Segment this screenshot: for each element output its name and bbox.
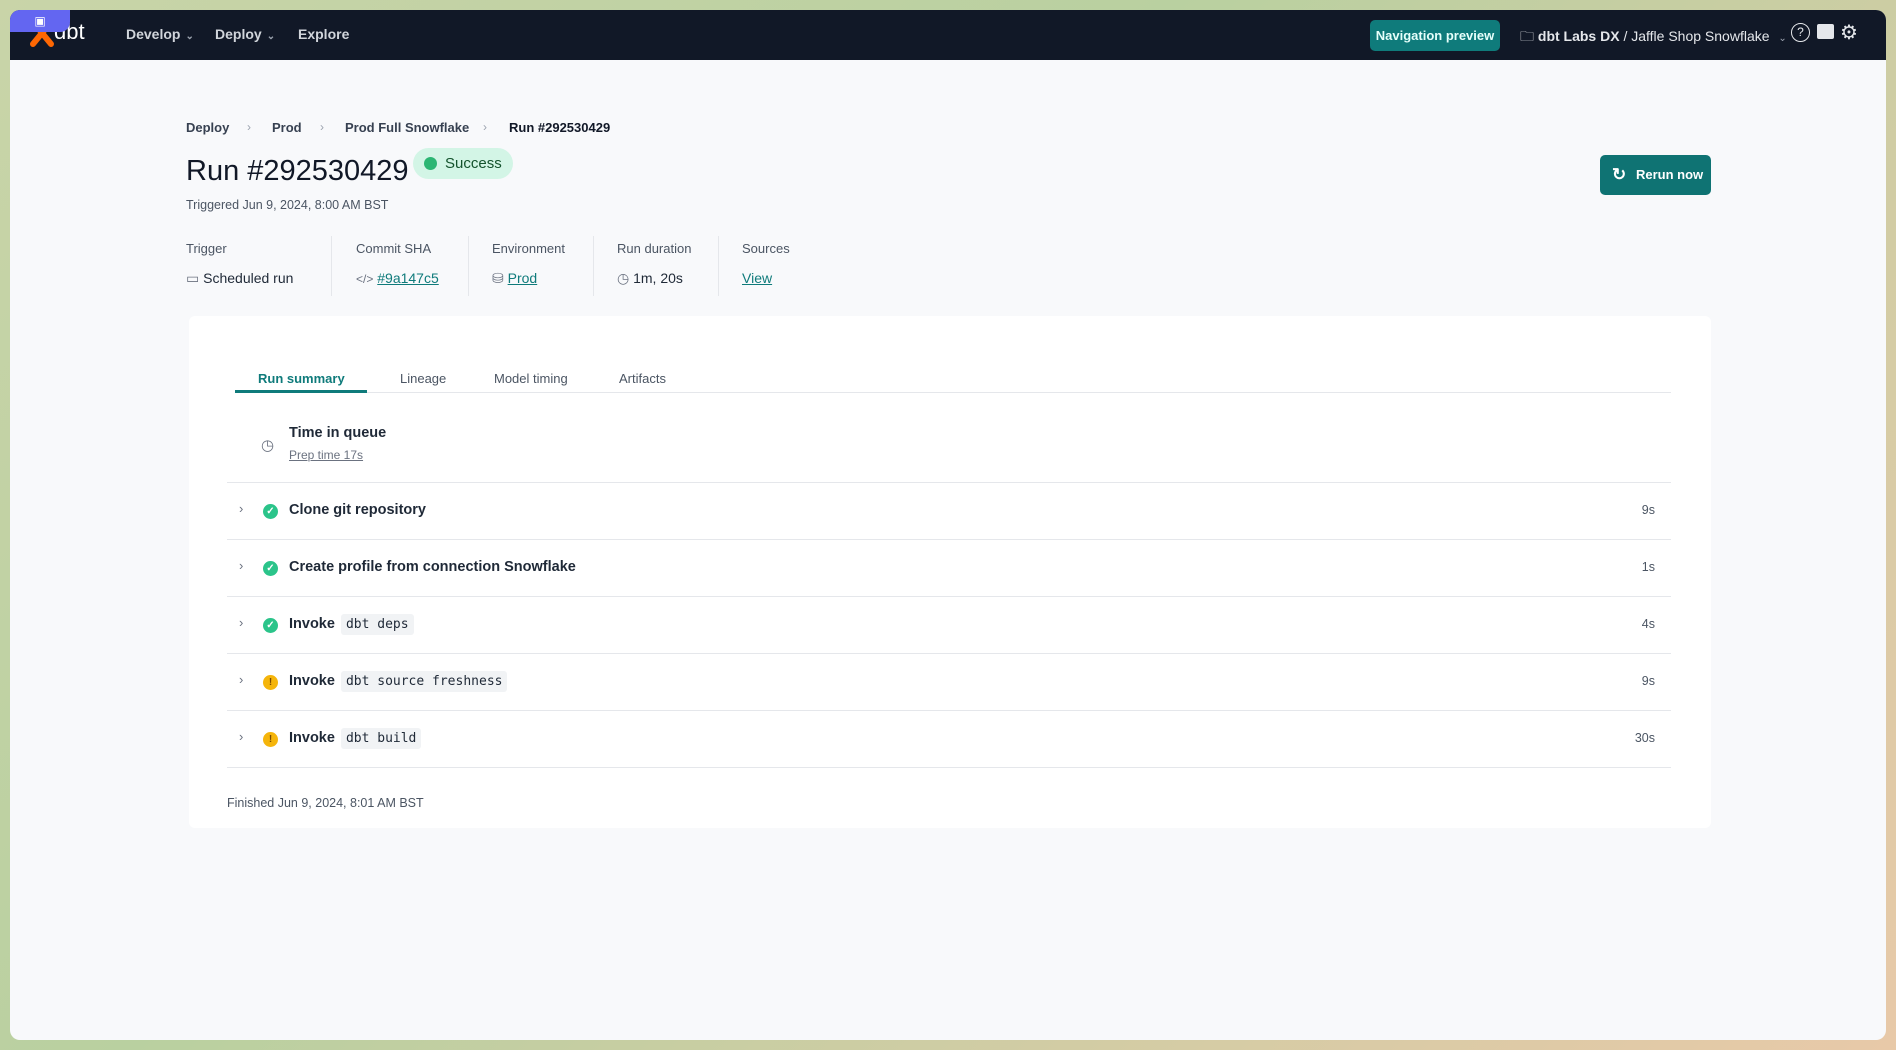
tab-run-summary[interactable]: Run summary	[258, 371, 345, 386]
step-duration: 30s	[1634, 731, 1655, 745]
refresh-icon: ↻	[1612, 165, 1627, 184]
nav-develop[interactable]: Develop ⌄	[126, 26, 194, 42]
triggered-time: Triggered Jun 9, 2024, 8:00 AM BST	[186, 198, 389, 212]
divider	[718, 236, 719, 296]
chevron-right-icon[interactable]: ›	[239, 672, 244, 687]
chevron-right-icon[interactable]: ›	[239, 501, 244, 516]
command-code: dbt source freshness	[340, 671, 508, 692]
breadcrumb-run: Run #292530429	[509, 120, 611, 135]
commit-link[interactable]: #9a147c5	[377, 270, 439, 286]
step-duration: 9s	[1641, 674, 1655, 688]
check-circle-icon	[424, 157, 437, 170]
step-row[interactable]: › ✓ Create profile from connection Snowfla…	[227, 540, 1671, 597]
separator: /	[1623, 28, 1632, 44]
chevron-down-icon: ⌄	[185, 31, 194, 42]
meta-label: Sources	[742, 241, 790, 256]
meta-label: Trigger	[186, 241, 227, 256]
tab-divider	[235, 392, 1671, 393]
prep-time-link[interactable]: Prep time 17s	[289, 448, 364, 462]
step-duration: 1s	[1641, 560, 1655, 574]
folder-icon: 🗀	[1520, 28, 1534, 44]
step-duration: 9s	[1641, 503, 1655, 517]
success-icon: ✓	[263, 504, 278, 519]
meta-label: Commit SHA	[356, 241, 432, 256]
step-label: Invoke dbt deps	[289, 614, 414, 635]
step-duration: 4s	[1641, 617, 1655, 631]
meta-environment: ⛁ Prod	[492, 270, 537, 287]
success-icon: ✓	[263, 561, 278, 576]
top-nav: dbt Develop ⌄ Deploy ⌄ Explore Navigation …	[10, 10, 1886, 60]
page-title: Run #292530429	[186, 155, 409, 187]
tab-artifacts[interactable]: Artifacts	[619, 371, 666, 386]
chevron-right-icon[interactable]: ›	[239, 729, 244, 744]
gear-icon[interactable]: ⚙	[1840, 22, 1858, 44]
step-label: Clone git repository	[289, 502, 426, 518]
sources-view-link[interactable]: View	[742, 270, 773, 286]
step-label: Invoke dbt source freshness	[289, 671, 508, 692]
nav-deploy[interactable]: Deploy ⌄	[215, 26, 275, 42]
code-icon: </>	[356, 272, 374, 286]
chevron-right-icon: ›	[247, 120, 251, 134]
clock-icon: ◷	[617, 270, 630, 286]
step-row[interactable]: ›! Invoke dbt build 30s	[227, 711, 1671, 768]
divider	[468, 236, 469, 296]
chevron-right-icon[interactable]: ›	[239, 558, 244, 573]
divider	[593, 236, 594, 296]
step-label: Invoke dbt build	[289, 728, 422, 749]
warning-icon: !	[263, 675, 278, 690]
calendar-icon: ▭	[186, 270, 200, 286]
screen-share-icon: ▣	[10, 10, 70, 32]
step-label: Create profile from connection Snowflake	[289, 559, 576, 575]
chevron-right-icon[interactable]: ›	[239, 615, 244, 630]
tab-model-timing[interactable]: Model timing	[494, 371, 568, 386]
step-row[interactable]: › ✓ Invoke dbt deps 4s	[227, 597, 1671, 654]
queue-title: Time in queue	[289, 425, 387, 441]
status-badge: Success	[413, 148, 513, 179]
active-tab-indicator	[235, 390, 367, 393]
status-text: Success	[445, 155, 502, 172]
meta-label: Environment	[492, 241, 565, 256]
project-name: Jaffle Shop Snowflake	[1631, 28, 1770, 44]
rerun-button[interactable]: ↻ Rerun now	[1600, 155, 1711, 195]
feedback-icon[interactable]	[1817, 24, 1834, 39]
nav-explore[interactable]: Explore	[298, 26, 349, 42]
success-icon: ✓	[263, 618, 278, 633]
meta-value: 1m, 20s	[633, 270, 683, 286]
command-code: dbt deps	[340, 614, 414, 635]
breadcrumb-deploy[interactable]: Deploy	[186, 120, 230, 135]
meta-label: Run duration	[617, 241, 692, 256]
nav-label: Develop	[126, 26, 181, 42]
meta-commit: </> #9a147c5	[356, 270, 439, 286]
divider	[331, 236, 332, 296]
run-card: Run summary Lineage Model timing Artifac…	[189, 316, 1711, 828]
step-row[interactable]: › ✓ Clone git repository 9s	[227, 483, 1671, 540]
finished-time: Finished Jun 9, 2024, 8:01 AM BST	[227, 796, 424, 810]
breadcrumb-job[interactable]: Prod Full Snowflake	[345, 120, 470, 135]
clock-icon: ◷	[261, 437, 275, 454]
chevron-right-icon: ›	[320, 120, 324, 134]
rerun-label: Rerun now	[1636, 167, 1704, 182]
database-icon: ⛁	[492, 270, 504, 286]
tab-lineage[interactable]: Lineage	[400, 371, 447, 386]
meta-duration: ◷ 1m, 20s	[617, 270, 683, 287]
warning-icon: !	[263, 732, 278, 747]
queue-row: ◷ Time in queue Prep time 17s	[227, 416, 1671, 483]
project-selector[interactable]: 🗀 dbt Labs DX / Jaffle Shop Snowflake ⌄	[1520, 26, 1787, 50]
breadcrumb-prod[interactable]: Prod	[272, 120, 302, 135]
command-code: dbt build	[340, 728, 422, 749]
navigation-preview-button[interactable]: Navigation preview	[1370, 20, 1500, 51]
meta-value: Scheduled run	[203, 270, 294, 286]
nav-label: Deploy	[215, 26, 262, 42]
meta-trigger: ▭ Scheduled run	[186, 270, 293, 287]
step-row[interactable]: ›! Invoke dbt source freshness 9s	[227, 654, 1671, 711]
nav-label: Explore	[298, 26, 350, 42]
account-name: dbt Labs DX	[1537, 28, 1620, 44]
app-window: dbt Develop ⌄ Deploy ⌄ Explore Navigation …	[10, 10, 1886, 1040]
environment-link[interactable]: Prod	[507, 270, 538, 286]
chevron-right-icon: ›	[483, 120, 487, 134]
chevron-down-icon: ⌄	[266, 31, 276, 42]
chevron-down-icon: ⌄	[1778, 33, 1787, 44]
help-icon[interactable]: ?	[1791, 23, 1810, 42]
meta-sources: View	[742, 270, 772, 286]
